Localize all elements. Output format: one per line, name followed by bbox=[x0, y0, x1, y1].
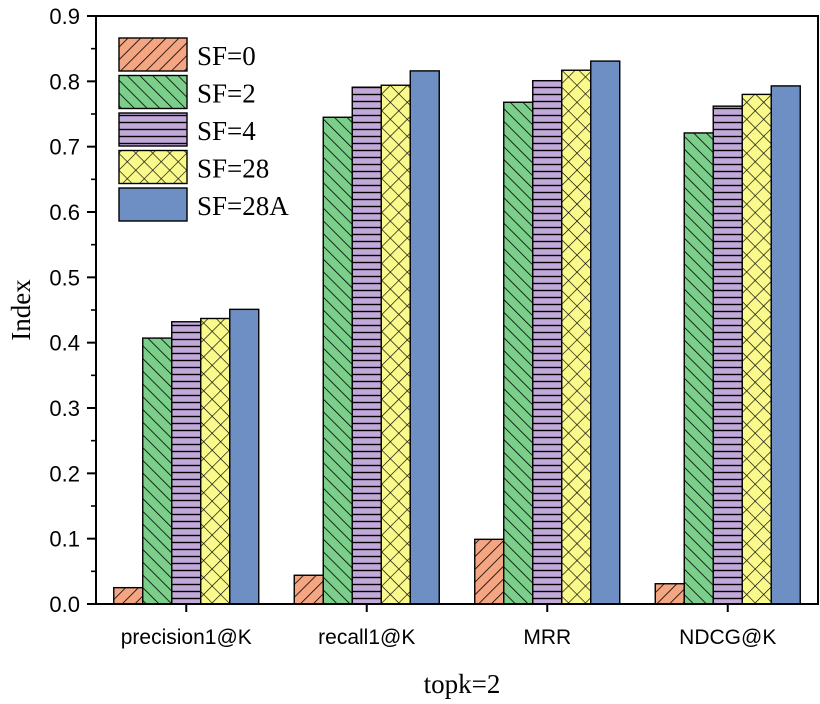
bar-sf-28a-recall1-k bbox=[409, 70, 440, 605]
x-tick-label: recall1@K bbox=[318, 626, 415, 649]
bar-sf-28-recall1-k bbox=[380, 84, 411, 605]
y-tick-label: 0.7 bbox=[49, 135, 80, 160]
y-tick-label: 0.2 bbox=[49, 461, 80, 486]
axes-layer: precision1@K recall1@K MRR NDCG@K 0.0 0.1 0.2 0… bbox=[49, 4, 819, 649]
bar-sf-2-recall1-k bbox=[322, 116, 353, 605]
legend-swatch-sf-4 bbox=[118, 112, 188, 147]
legend-label-sf-28: SF=28 bbox=[197, 154, 269, 184]
y-tick-label: 0.3 bbox=[49, 396, 80, 421]
bars-layer bbox=[113, 60, 801, 605]
bar-sf-28-mrr bbox=[561, 69, 592, 605]
bar-sf-4-recall1-k bbox=[351, 86, 382, 605]
legend-label-sf-0: SF=0 bbox=[197, 41, 256, 71]
x-axis-label: topk=2 bbox=[424, 669, 501, 699]
y-tick-label: 0.5 bbox=[49, 265, 80, 290]
bar-sf-0-mrr bbox=[474, 538, 505, 605]
bar-sf-2-ndcg-k bbox=[683, 132, 714, 605]
bar-sf-28-ndcg-k bbox=[741, 93, 772, 605]
bar-sf-28a-precision1-k bbox=[229, 308, 260, 605]
y-tick-label: 0.9 bbox=[49, 4, 80, 29]
legend-label-sf-4: SF=4 bbox=[197, 116, 256, 146]
legend-swatch-sf-28 bbox=[118, 149, 188, 185]
x-tick-label: MRR bbox=[523, 626, 571, 649]
bar-sf-2-mrr bbox=[503, 101, 534, 605]
bar-sf-0-recall1-k bbox=[293, 574, 324, 605]
legend-label-sf-28a: SF=28A bbox=[197, 191, 289, 221]
bar-sf-2-precision1-k bbox=[142, 337, 173, 605]
y-tick-label: 0.4 bbox=[49, 331, 80, 356]
bar-sf-0-precision1-k bbox=[113, 586, 144, 605]
legend-label-sf-2: SF=2 bbox=[197, 79, 256, 109]
y-tick-label: 0.1 bbox=[49, 527, 80, 552]
legend-swatch-sf-0 bbox=[118, 37, 188, 72]
y-tick-label: 0.8 bbox=[49, 69, 80, 94]
bar-sf-28a-ndcg-k bbox=[770, 85, 801, 605]
legend-swatch-sf-28a bbox=[118, 187, 188, 222]
bar-sf-28a-mrr bbox=[590, 60, 621, 605]
bar-sf-4-ndcg-k bbox=[712, 105, 743, 605]
x-tick-label: NDCG@K bbox=[679, 626, 776, 649]
y-axis-label: Index bbox=[6, 279, 36, 341]
y-tick-label: 0.0 bbox=[49, 592, 80, 617]
x-tick-label: precision1@K bbox=[121, 626, 252, 649]
y-tick-label: 0.6 bbox=[49, 200, 80, 225]
bar-sf-28-precision1-k bbox=[200, 317, 231, 605]
legend: SF=0 SF=2 SF=4 SF=28 SF=28A bbox=[118, 37, 289, 222]
bar-sf-4-precision1-k bbox=[171, 321, 202, 605]
legend-swatch-sf-2 bbox=[118, 74, 188, 110]
bar-sf-0-ndcg-k bbox=[654, 583, 685, 605]
bar-sf-4-mrr bbox=[532, 79, 563, 605]
